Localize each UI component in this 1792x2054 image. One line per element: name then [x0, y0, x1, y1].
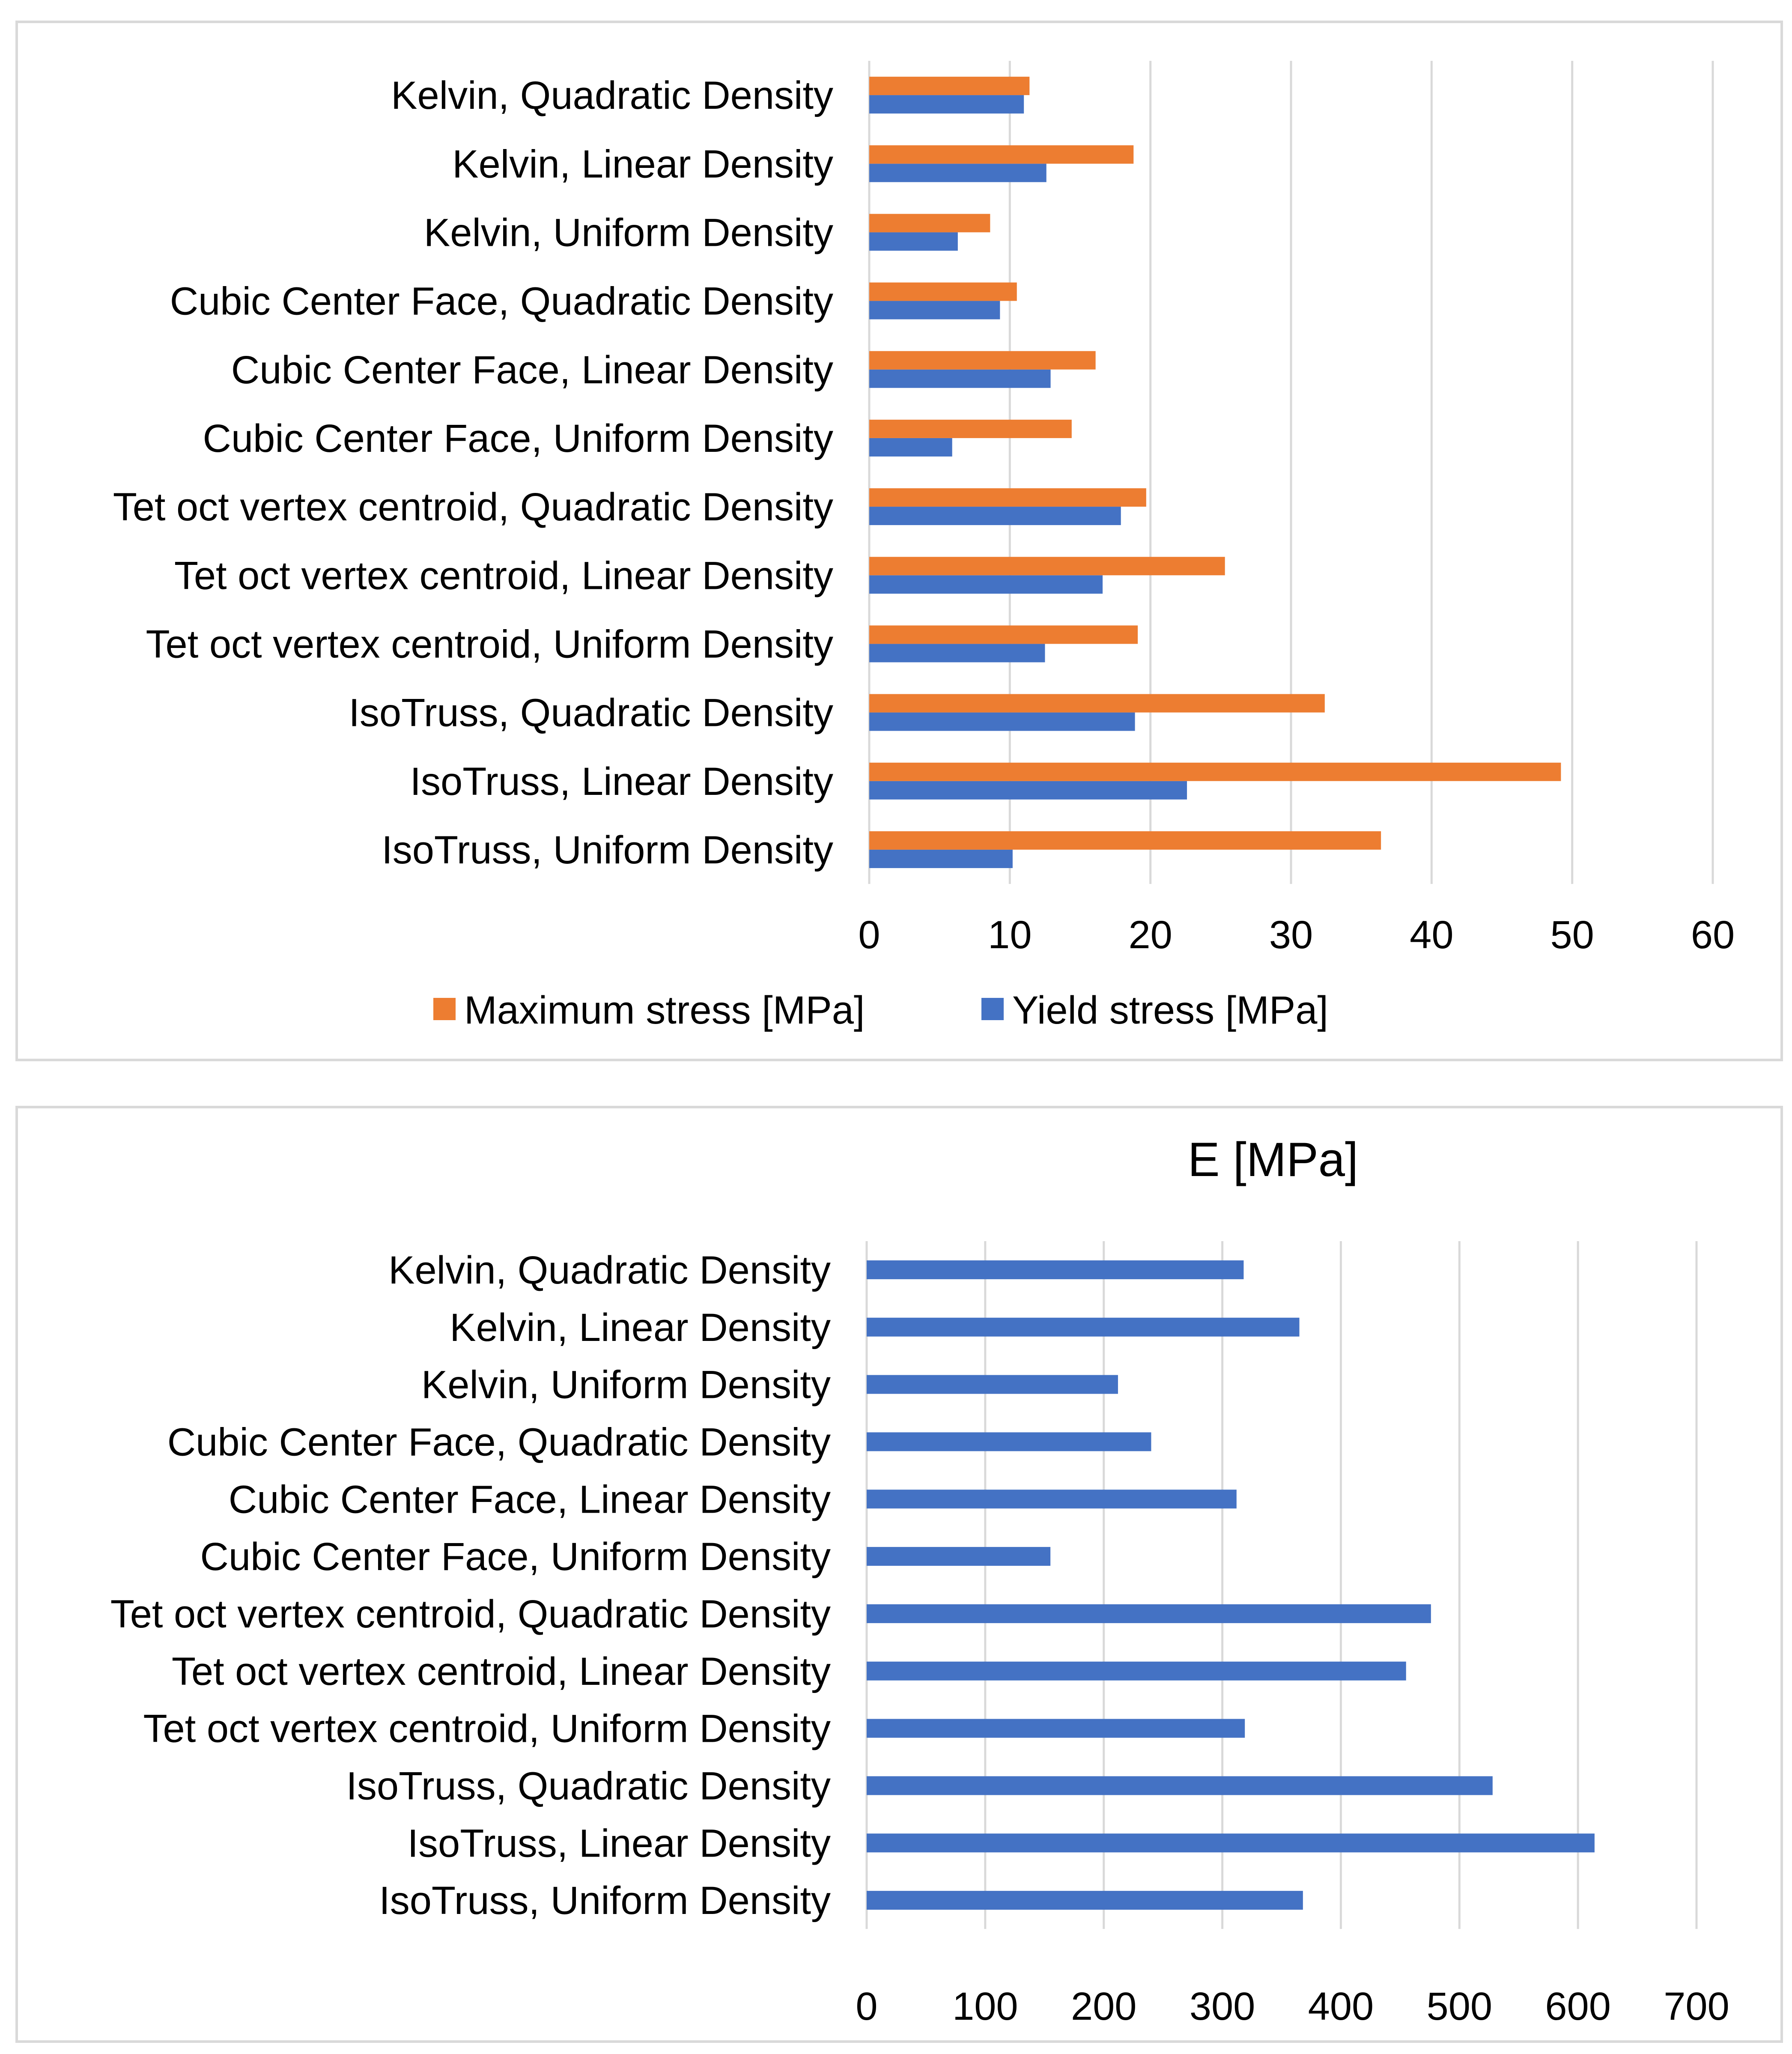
category-label: IsoTruss, Quadratic Density — [346, 1764, 831, 1808]
category-label: Tet oct vertex centroid, Linear Density — [174, 554, 833, 597]
bar-modulus — [867, 1661, 1406, 1681]
category-label: Kelvin, Uniform Density — [421, 1363, 831, 1407]
bar-maximum-stress — [869, 557, 1225, 576]
category-label: Kelvin, Quadratic Density — [388, 1248, 831, 1292]
x-tick-label: 0 — [858, 913, 880, 957]
bar-yield-stress — [869, 369, 1051, 388]
bar-modulus — [867, 1260, 1244, 1279]
bar-modulus — [867, 1547, 1051, 1566]
bar-yield-stress — [869, 507, 1121, 525]
bar-modulus — [867, 1375, 1118, 1394]
bar-modulus — [867, 1776, 1493, 1795]
x-tick-label: 20 — [1128, 913, 1172, 957]
x-tick-label: 600 — [1545, 1985, 1611, 2028]
modulus-chart: E [MPa] 0 100 200 300 400 500 600 700 IsoTruss, U… — [110, 1133, 1729, 2028]
bar-yield-stress — [869, 644, 1045, 663]
category-label: Tet oct vertex centroid, Quadratic Densi… — [110, 1592, 831, 1636]
x-tick-label: 40 — [1410, 913, 1453, 957]
x-tick-label: 100 — [952, 1985, 1018, 2028]
bar-modulus — [867, 1891, 1303, 1910]
bar-modulus — [867, 1833, 1595, 1853]
bar-modulus — [867, 1490, 1237, 1509]
category-label: Kelvin, Uniform Density — [424, 211, 833, 254]
category-label: Tet oct vertex centroid, Uniform Density — [143, 1707, 831, 1751]
legend-swatch — [433, 998, 456, 1020]
bar-yield-stress — [869, 95, 1024, 114]
stress-chart-panel: 0 10 20 30 40 50 60 IsoTruss, Uniform Density Is… — [15, 21, 1783, 1061]
category-label: IsoTruss, Quadratic Density — [349, 691, 833, 735]
category-label: Cubic Center Face, Quadratic Density — [170, 280, 833, 323]
legend-label: Maximum stress [MPa] — [464, 988, 865, 1032]
bar-yield-stress — [869, 232, 958, 251]
bar-maximum-stress — [869, 214, 990, 233]
category-label: Tet oct vertex centroid, Linear Density — [172, 1650, 831, 1693]
bar-modulus — [867, 1719, 1245, 1738]
bar-maximum-stress — [869, 419, 1072, 438]
category-label: Tet oct vertex centroid, Uniform Density — [146, 622, 833, 666]
bar-yield-stress — [869, 438, 952, 457]
bar-yield-stress — [869, 301, 1000, 319]
x-tick-label: 30 — [1269, 913, 1313, 957]
x-tick-label: 400 — [1308, 1985, 1374, 2028]
bar-modulus — [867, 1432, 1151, 1451]
x-tick-label: 700 — [1664, 1985, 1729, 2028]
modulus-chart-panel: E [MPa] 0 100 200 300 400 500 600 700 IsoTruss, U… — [15, 1106, 1783, 2043]
category-label: IsoTruss, Linear Density — [410, 760, 833, 803]
bar-yield-stress — [869, 712, 1135, 731]
bar-yield-stress — [869, 575, 1103, 594]
category-label: Cubic Center Face, Linear Density — [229, 1478, 831, 1521]
bar-maximum-stress — [869, 77, 1030, 96]
bar-yield-stress — [869, 781, 1187, 800]
legend-label: Yield stress [MPa] — [1012, 988, 1328, 1032]
bar-yield-stress — [869, 849, 1013, 868]
bar-modulus — [867, 1317, 1300, 1337]
bar-maximum-stress — [869, 625, 1138, 644]
category-label: Kelvin, Linear Density — [450, 1306, 831, 1349]
bar-maximum-stress — [869, 351, 1096, 370]
category-label: IsoTruss, Uniform Density — [382, 828, 833, 872]
category-label: Cubic Center Face, Quadratic Density — [167, 1420, 831, 1464]
bar-maximum-stress — [869, 488, 1146, 507]
bar-maximum-stress — [869, 282, 1017, 301]
bar-yield-stress — [869, 164, 1047, 182]
category-label: Cubic Center Face, Linear Density — [231, 348, 833, 392]
bar-modulus — [867, 1604, 1431, 1623]
x-tick-label: 300 — [1190, 1985, 1255, 2028]
x-tick-label: 10 — [988, 913, 1032, 957]
chart-title: E [MPa] — [1188, 1133, 1358, 1186]
x-tick-label: 60 — [1691, 913, 1735, 957]
bar-maximum-stress — [869, 694, 1325, 713]
legend-swatch — [981, 998, 1004, 1020]
stress-chart: 0 10 20 30 40 50 60 IsoTruss, Uniform Density Is… — [113, 61, 1735, 1032]
bar-maximum-stress — [869, 831, 1381, 850]
category-label: Kelvin, Linear Density — [452, 142, 833, 186]
category-label: Kelvin, Quadratic Density — [391, 74, 833, 117]
x-tick-label: 200 — [1071, 1985, 1137, 2028]
category-label: Cubic Center Face, Uniform Density — [203, 417, 834, 460]
bar-maximum-stress — [869, 762, 1561, 781]
x-tick-label: 500 — [1427, 1985, 1493, 2028]
category-label: Cubic Center Face, Uniform Density — [200, 1535, 831, 1579]
category-label: IsoTruss, Linear Density — [407, 1821, 831, 1865]
x-tick-label: 0 — [856, 1985, 877, 2028]
category-label: IsoTruss, Uniform Density — [379, 1879, 831, 1923]
x-tick-label: 50 — [1550, 913, 1594, 957]
bar-maximum-stress — [869, 145, 1134, 164]
category-label: Tet oct vertex centroid, Quadratic Densi… — [113, 485, 833, 529]
